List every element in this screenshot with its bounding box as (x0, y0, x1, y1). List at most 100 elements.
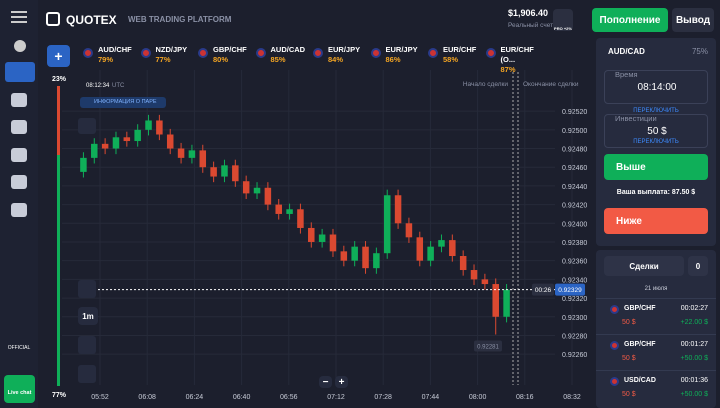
sentiment-label: 77% (52, 392, 67, 399)
candle-body (177, 148, 185, 158)
add-asset-button[interactable]: + (47, 45, 70, 67)
user-icon[interactable] (11, 120, 27, 134)
candle-body (166, 134, 174, 149)
edu-icon[interactable] (11, 93, 27, 107)
low-marker: 0.92281 (477, 345, 499, 351)
chart-type-button[interactable] (78, 336, 96, 354)
live-chat[interactable]: Live chat (4, 375, 35, 403)
tagline: WEB TRADING PLATFORM (128, 15, 232, 24)
candle-body (405, 223, 413, 238)
current-price-box (555, 283, 585, 296)
sentiment-label: 23% (52, 76, 67, 83)
y-tick-label: 0.92260 (562, 352, 587, 359)
candle-body (416, 237, 424, 261)
wallet-icon[interactable] (11, 203, 27, 217)
deposit-button[interactable]: Пополнение (592, 8, 668, 32)
panel-asset[interactable]: AUD/CAD (608, 47, 645, 56)
trades-title[interactable]: Сделки (604, 256, 684, 276)
candle-body (351, 246, 358, 261)
trade-profit: +50.00 $ (680, 355, 708, 362)
x-tick-label: 06:24 (186, 394, 204, 401)
asset-tab[interactable]: EUR/CHF 58% (423, 42, 479, 68)
panel-payout: 75% (691, 47, 708, 56)
signal-icon[interactable] (11, 175, 27, 189)
sentiment-bar (57, 155, 60, 386)
draw-button[interactable] (78, 280, 96, 298)
eye-button[interactable] (78, 118, 96, 134)
switch-investment[interactable]: ПЕРЕКЛЮЧИТЬ (633, 139, 679, 145)
trade-row[interactable]: GBP/CHF 00:02:27 50 $ +22.00 $ (596, 298, 716, 332)
down-button[interactable]: Ниже (604, 208, 708, 234)
pair-info[interactable]: ИНФОРМАЦИЯ О ПАРЕ (80, 97, 166, 108)
candle-body (470, 270, 478, 280)
candle-body (134, 129, 141, 142)
x-tick-label: 08:16 (516, 394, 534, 401)
payout-text: Ваша выплата: 87.50 $ (616, 189, 696, 196)
asset-tab[interactable]: GBP/CHF 80% (193, 42, 249, 68)
candle-body (297, 209, 304, 228)
menu-icon[interactable] (11, 11, 27, 13)
official-label[interactable]: OFFICIAL (7, 345, 31, 351)
y-tick-label: 0.92480 (562, 147, 587, 154)
trade-time: 00:02:27 (680, 305, 708, 312)
candle-body (340, 251, 348, 261)
candle-body (221, 165, 228, 177)
y-tick-label: 0.92440 (562, 184, 587, 191)
zoom-in[interactable]: + (335, 376, 348, 388)
chart: 0.92520 0.92500 0.92480 0.92460 0.92440 0.924… (52, 70, 587, 401)
candle-body (438, 240, 445, 247)
asset-tab[interactable]: AUD/CHF 79% (78, 42, 134, 68)
asset-tab[interactable]: EUR/JPY 84% (308, 42, 364, 68)
time-input[interactable]: Время 08:14:00 (604, 70, 708, 104)
candle-body (362, 246, 369, 269)
withdraw-button[interactable]: Вывод (672, 8, 714, 32)
chart-icon[interactable] (5, 62, 35, 82)
trade-profit: +50.00 $ (680, 391, 708, 398)
badge[interactable]: PRO +2% (553, 9, 573, 31)
countdown: 00:26 (535, 287, 552, 294)
zoom-out[interactable]: − (319, 376, 332, 388)
switch-time[interactable]: ПЕРЕКЛЮЧИТЬ (633, 108, 679, 114)
candle-body (373, 253, 380, 269)
up-button[interactable]: Выше (604, 154, 708, 180)
candle-body (329, 234, 337, 252)
asset-tab[interactable]: AUD/CAD 85% (251, 42, 307, 68)
candle-body (264, 187, 272, 205)
start-label: Начало сделки (463, 81, 509, 88)
x-tick-label: 07:28 (374, 394, 392, 401)
candle-body (481, 279, 489, 285)
asset-payout: 80% (213, 55, 229, 64)
trade-row[interactable]: USD/CAD 00:01:36 50 $ +50.00 $ (596, 370, 716, 404)
asset-tab[interactable]: EUR/JPY 86% (366, 42, 422, 68)
help-icon[interactable] (14, 40, 26, 52)
asset-tab[interactable]: NZD/JPY 77% (136, 42, 192, 68)
candle-body (123, 137, 131, 142)
asset-tab[interactable]: EUR/CHF (O... 87% (481, 42, 537, 74)
trade-row[interactable]: GBP/CHF 00:01:27 50 $ +50.00 $ (596, 334, 716, 368)
asset-payout: 85% (270, 55, 286, 64)
asset-name: EUR/CHF (O... (500, 45, 534, 64)
x-tick-label: 06:08 (138, 394, 156, 401)
logo: QUOTEX (66, 13, 117, 27)
candle-body (449, 240, 456, 257)
candle-body (232, 165, 239, 182)
candle-body (101, 143, 109, 149)
y-tick-label: 0.92420 (562, 203, 587, 210)
time-label: Время (615, 70, 638, 79)
timeframe-button[interactable]: 1m (78, 307, 98, 325)
logo-icon (46, 12, 60, 26)
asset-payout: 87% (500, 65, 516, 74)
investment-input[interactable]: Инвестиции 50 $ (604, 114, 708, 148)
chart-timezone: UTC (112, 83, 125, 89)
stats-icon[interactable] (11, 148, 27, 162)
balance[interactable]: $1,906.40 (508, 8, 549, 18)
indicators-button[interactable] (78, 365, 96, 383)
time-value: 08:14:00 (637, 82, 677, 93)
x-tick-label: 06:40 (233, 394, 251, 401)
trade-stake: 50 $ (622, 319, 636, 326)
candle-body (210, 167, 217, 177)
y-tick-label: 0.92280 (562, 333, 587, 340)
flag (198, 48, 208, 58)
account-type[interactable]: Реальный счет (508, 22, 554, 29)
